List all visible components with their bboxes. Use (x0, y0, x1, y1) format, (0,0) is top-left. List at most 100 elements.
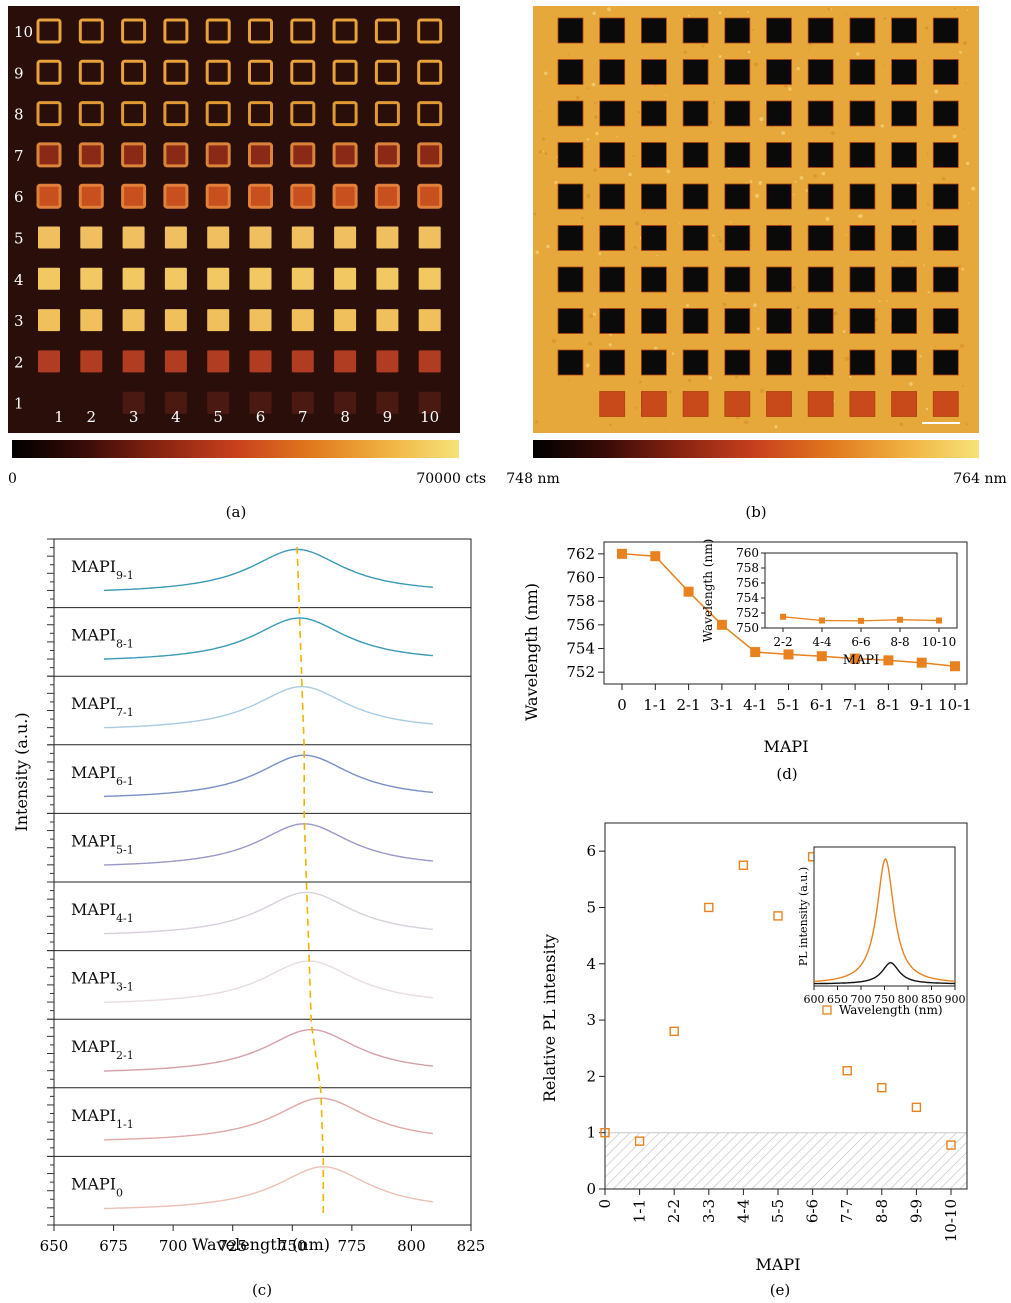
texture-dot (796, 305, 800, 310)
pattern-square (207, 391, 230, 414)
texture-dot (759, 117, 764, 122)
x-tick-label: 2-2 (665, 1199, 683, 1223)
pattern-square (599, 17, 626, 44)
x-tick-label: 0 (617, 696, 627, 714)
panel-b: 748 nm 764 nm (b) (506, 6, 1007, 521)
pattern-square (38, 226, 60, 249)
pattern-square (849, 308, 876, 334)
x-tick-label: 2-1 (677, 696, 701, 714)
pattern-square (164, 309, 187, 332)
texture-dot (656, 254, 658, 257)
texture-dot (608, 343, 612, 347)
pattern-square (932, 100, 959, 127)
texture-dot (593, 101, 597, 105)
x-tick-label: 5-1 (776, 696, 800, 714)
pattern-square (417, 18, 443, 44)
texture-dot (964, 128, 966, 130)
series-label-subscript: 7-1 (116, 706, 134, 719)
pattern-square (599, 142, 626, 168)
x-tick-label: 9-9 (907, 1199, 925, 1223)
texture-dot (961, 267, 965, 271)
series-label: MAPI7-1 (71, 694, 134, 719)
column-label: 5 (213, 408, 223, 426)
texture-dot (585, 363, 590, 368)
pattern-square (78, 59, 104, 85)
texture-dot (971, 186, 976, 191)
pattern-square (334, 226, 357, 249)
texture-dot (966, 9, 969, 11)
inset-x-tick-label: 700 (851, 993, 872, 1006)
texture-dot (584, 146, 586, 148)
spectrum-line (103, 1097, 433, 1141)
pattern-square (599, 391, 626, 417)
inset-data-point (897, 616, 903, 623)
y-tick-label: 760 (566, 569, 595, 587)
inset-x-tick-label: 600 (804, 993, 825, 1006)
data-point (750, 647, 761, 658)
texture-dot (833, 400, 836, 403)
texture-dot (595, 132, 599, 136)
x-tick-label: 8-8 (873, 1199, 891, 1223)
inset-spectrum-line (814, 962, 955, 985)
series-label: MAPI4-1 (71, 900, 134, 925)
pattern-square (36, 59, 62, 85)
texture-dot (752, 28, 755, 32)
pattern-square (682, 59, 709, 85)
inset-y-tick-label: 754 (736, 591, 759, 605)
pattern-square (724, 59, 751, 85)
pattern-square (164, 226, 187, 249)
inset-x-tick-label: 6-6 (851, 635, 870, 649)
pattern-square (932, 225, 959, 251)
texture-dot (874, 317, 878, 322)
colorbar-a-max-label: 70000 cts (416, 471, 486, 487)
texture-dot (712, 234, 715, 237)
texture-dot (968, 202, 970, 205)
colorbar-b (533, 440, 979, 458)
pattern-square (891, 349, 917, 376)
texture-dot (886, 300, 888, 302)
series-label: MAPI8-1 (71, 626, 134, 651)
texture-dot (952, 134, 957, 139)
panel-c-ylabel: Intensity (a.u.) (12, 712, 31, 831)
texture-dot (934, 89, 939, 94)
x-tick-label: 1-1 (643, 696, 667, 714)
panel-b-squares (557, 17, 959, 417)
panel-d-xlabel: MAPI (763, 737, 808, 756)
texture-dot (845, 234, 848, 236)
texture-dot (926, 152, 929, 155)
panel-c-plot: MAPI9-1 MAPI8-1 MAPI7-1 MAPI6-1 MAPI5-1 MAPI4… (40, 538, 485, 1255)
pattern-square (78, 18, 104, 44)
panel-a: 10 9 8 7 6 5 4 3 2 1 1 2 3 4 5 6 7 8 9 10 0 70000 cts (a) (8, 6, 486, 521)
spectrum-line (104, 617, 433, 660)
pattern-square (163, 59, 189, 85)
data-point (716, 619, 727, 630)
pattern-square (724, 349, 751, 376)
pattern-square (766, 17, 792, 44)
pattern-square (332, 18, 358, 44)
column-label: 7 (298, 408, 308, 426)
pattern-square (290, 142, 316, 168)
texture-dot (827, 7, 831, 11)
series-label-subscript: 0 (116, 1186, 123, 1199)
column-label: 8 (340, 408, 350, 426)
pattern-square (891, 266, 917, 293)
pattern-square (376, 226, 399, 249)
series-label: MAPI5-1 (71, 831, 134, 856)
pattern-square (418, 226, 441, 249)
pattern-square (807, 391, 834, 417)
data-point (877, 1082, 887, 1093)
panel-a-squares (36, 18, 443, 414)
texture-dot (750, 244, 753, 246)
texture-dot (844, 356, 849, 361)
pattern-square (599, 225, 626, 251)
inset-x-tick-label: 650 (827, 993, 848, 1006)
row-label: 4 (14, 271, 24, 289)
texture-dot (883, 17, 887, 20)
row-label: 10 (14, 23, 33, 41)
texture-dot (679, 223, 681, 225)
texture-dot (821, 171, 826, 176)
texture-dot (953, 7, 956, 10)
x-tick-label: 700 (159, 1237, 188, 1255)
panel-d-caption: (d) (776, 765, 797, 783)
inset-y-tick-label: 760 (736, 546, 759, 560)
